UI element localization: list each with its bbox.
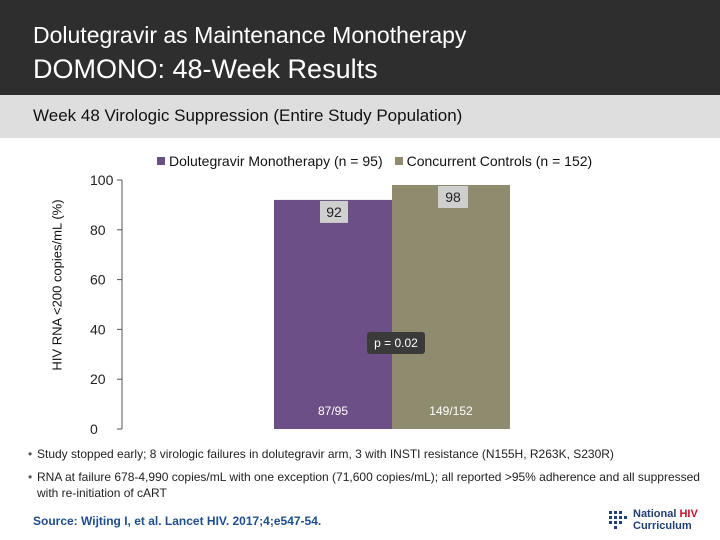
- y-tick-label: 100: [90, 172, 114, 188]
- fraction-label: 149/152: [429, 404, 473, 418]
- source-citation: Source: Wijting I, et al. Lancet HIV. 20…: [33, 514, 322, 528]
- bar-dolutegravir: [274, 199, 392, 429]
- legend-swatch-controls: [394, 157, 403, 165]
- page-title: Dolutegravir as Maintenance Monotherapy: [33, 22, 467, 48]
- value-label: 92: [326, 204, 342, 220]
- legend-label-controls: Concurrent Controls (n = 152): [406, 153, 593, 169]
- note-item: • RNA at failure 678-4,990 copies/mL wit…: [28, 469, 708, 501]
- value-label: 98: [445, 189, 461, 205]
- chart-legend: Dolutegravir Monotherapy (n = 95) Concur…: [157, 153, 592, 169]
- fraction-label: 87/95: [318, 404, 348, 418]
- y-tick-label: 20: [90, 371, 106, 387]
- value-label-box: [320, 200, 348, 223]
- y-tick-label: 0: [90, 421, 98, 437]
- legend-swatch-dolutegravir: [157, 157, 165, 165]
- y-tick-label: 60: [90, 272, 106, 288]
- note-text: Study stopped early; 8 virologic failure…: [37, 447, 614, 461]
- legend-label-dolutegravir: Dolutegravir Monotherapy (n = 95): [169, 153, 383, 169]
- logo-word-national: National: [633, 508, 677, 520]
- page-subtitle: DOMONO: 48-Week Results: [33, 54, 378, 84]
- p-value-label: p = 0.02: [374, 336, 418, 350]
- y-tick-label: 80: [90, 222, 106, 238]
- bar-controls: [392, 184, 510, 429]
- bullet-icon: •: [28, 470, 33, 484]
- note-text: RNA at failure 678-4,990 copies/mL with …: [37, 470, 700, 500]
- bullet-icon: •: [28, 447, 33, 461]
- notes-list: • Study stopped early; 8 virologic failu…: [28, 446, 708, 508]
- note-item: • Study stopped early; 8 virologic failu…: [28, 446, 708, 462]
- logo: National HIV Curriculum: [607, 508, 698, 532]
- bar-chart: 0 20 40 60 80 100 92 98 87/95 149/152 p = 0.02: [90, 172, 510, 437]
- p-value-box: [367, 332, 425, 354]
- logo-word-curriculum: Curriculum: [633, 520, 692, 532]
- y-tick-label: 40: [90, 321, 106, 337]
- section-title: Week 48 Virologic Suppression (Entire St…: [33, 106, 463, 125]
- header-banner: Dolutegravir as Maintenance Monotherapy …: [0, 0, 720, 95]
- logo-word-hiv: HIV: [679, 508, 698, 520]
- logo-icon: [609, 511, 627, 529]
- section-banner: Week 48 Virologic Suppression (Entire St…: [0, 95, 720, 138]
- value-label-box: [438, 185, 468, 208]
